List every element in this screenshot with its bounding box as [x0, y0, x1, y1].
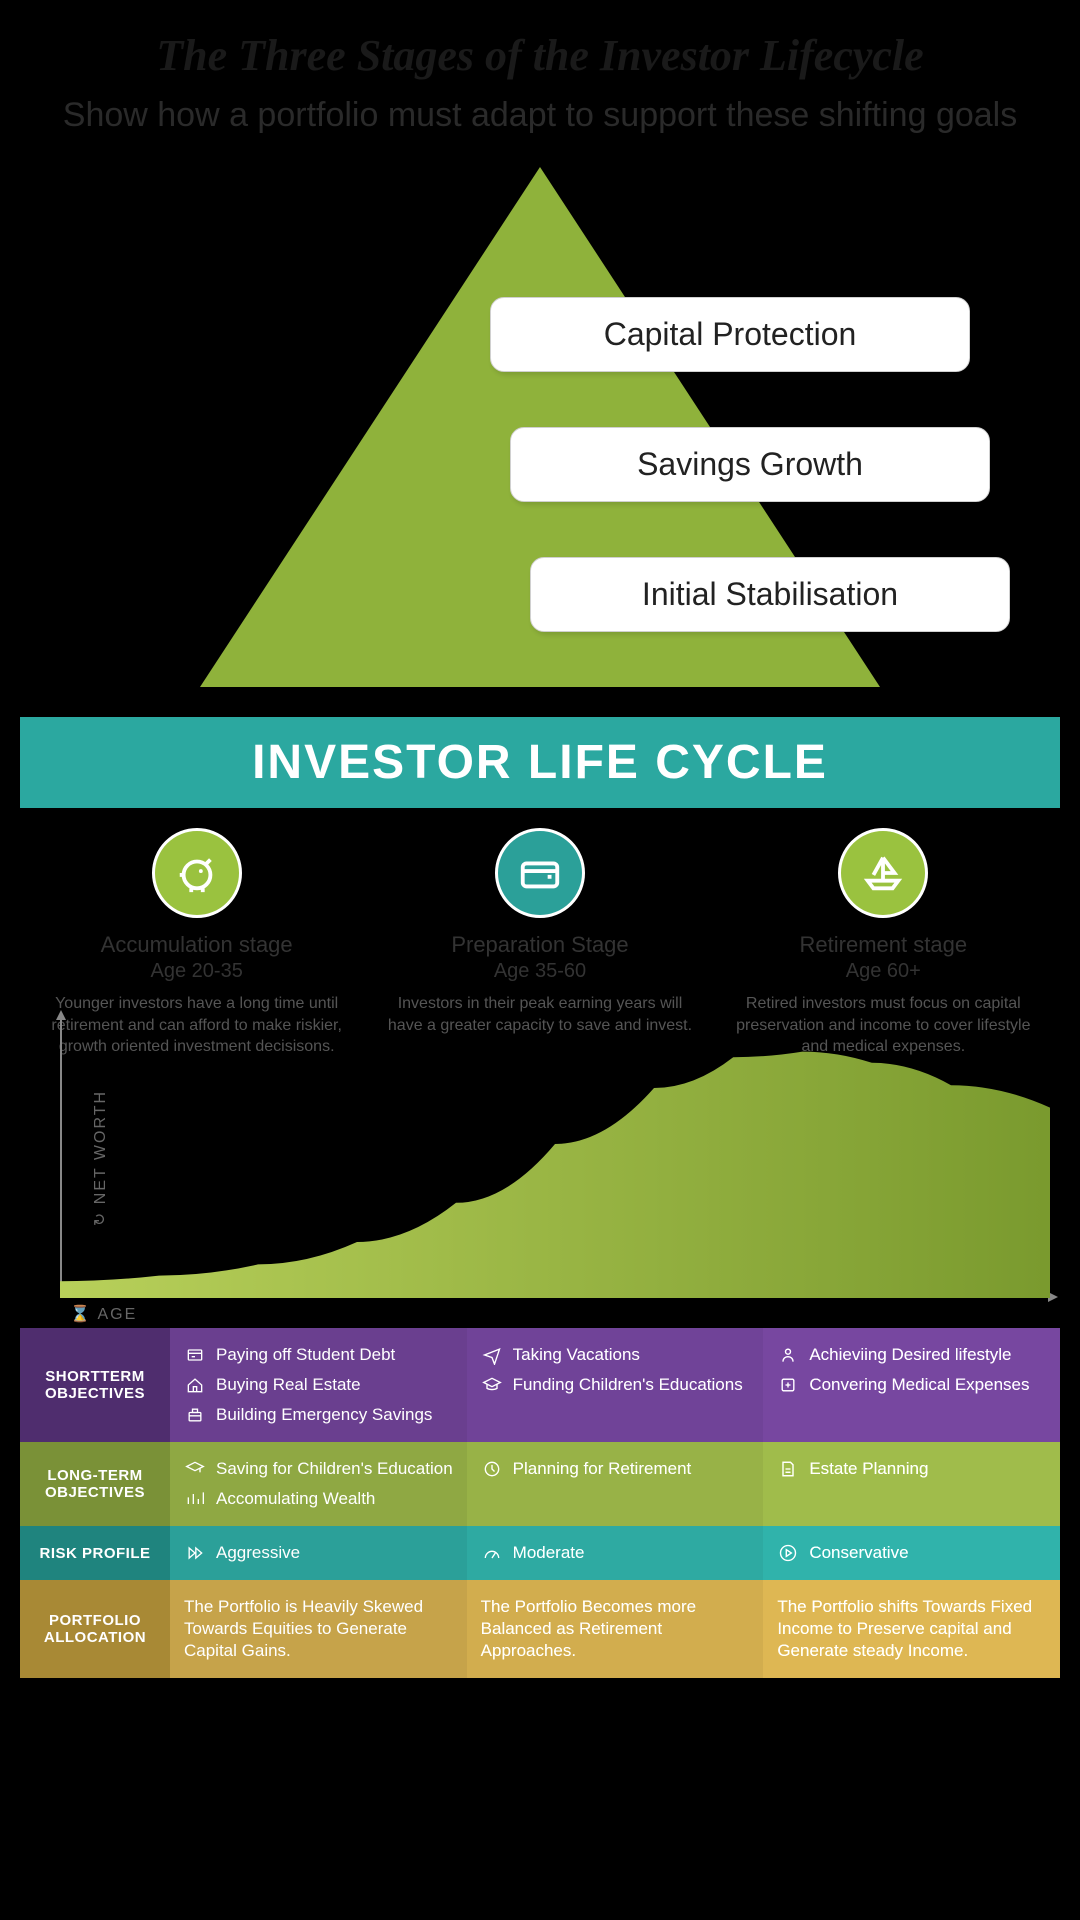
net-worth-chart: ↻ NET WORTH ⌛ AGE	[60, 1018, 1050, 1298]
cell-short-1: Taking Vacations Funding Children's Educa…	[467, 1328, 764, 1442]
x-axis-label: ⌛ AGE	[70, 1304, 137, 1324]
table-row-risk: RISK PROFILE Aggressive Moderate Conservati…	[20, 1526, 1060, 1580]
stage-age: Age 60+	[727, 960, 1040, 983]
cell-alloc-2: The Portfolio shifts Towards Fixed Incom…	[763, 1580, 1060, 1678]
stage-age: Age 35-60	[383, 960, 696, 983]
list-item: Planning for Retirement	[481, 1458, 750, 1480]
list-item: Paying off Student Debt	[184, 1344, 453, 1366]
education-fund-icon	[481, 1374, 503, 1396]
table-row-long: LONG-TERM OBJECTIVESSaving for Children'…	[20, 1442, 1060, 1526]
cell-text: Aggressive	[216, 1543, 300, 1563]
table-row-alloc: PORTFOLIO ALLOCATIONThe Portfolio is Hea…	[20, 1580, 1060, 1678]
table-row-short: SHORTTERM OBJECTIVESPaying off Student D…	[20, 1328, 1060, 1442]
item-text: Accomulating Wealth	[216, 1488, 375, 1509]
cell-long-1: Planning for Retirement	[467, 1442, 764, 1526]
alloc-text: The Portfolio is Heavily Skewed Towards …	[184, 1596, 453, 1662]
list-item: Estate Planning	[777, 1458, 1046, 1480]
list-item: Convering Medical Expenses	[777, 1374, 1046, 1396]
estate-icon	[777, 1458, 799, 1480]
alloc-text: The Portfolio shifts Towards Fixed Incom…	[777, 1596, 1046, 1662]
cell-alloc-1: The Portfolio Becomes more Balanced as R…	[467, 1580, 764, 1678]
alloc-text: The Portfolio Becomes more Balanced as R…	[481, 1596, 750, 1662]
wallet-icon	[495, 828, 585, 918]
list-item: Building Emergency Savings	[184, 1404, 453, 1426]
page-title: The Three Stages of the Investor Lifecyc…	[40, 30, 1040, 81]
pyramid-label-1: Savings Growth	[510, 427, 990, 502]
debt-icon	[184, 1344, 206, 1366]
cell-long-0: Saving for Children's Education Accomulat…	[170, 1442, 467, 1526]
cell-risk-0: Aggressive	[170, 1526, 467, 1580]
cell-long-2: Estate Planning	[763, 1442, 1060, 1526]
cell-text: Conservative	[809, 1543, 908, 1563]
cell-short-2: Achieviing Desired lifestyle Convering Me…	[763, 1328, 1060, 1442]
list-item: Taking Vacations	[481, 1344, 750, 1366]
medical-icon	[777, 1374, 799, 1396]
savings-icon	[184, 1404, 206, 1426]
list-item: Accomulating Wealth	[184, 1488, 453, 1510]
stage-name: Preparation Stage	[383, 932, 696, 958]
plane-icon	[481, 1344, 503, 1366]
row-header-short: SHORTTERM OBJECTIVES	[20, 1328, 170, 1442]
item-text: Estate Planning	[809, 1458, 928, 1479]
wealth-icon	[184, 1488, 206, 1510]
page-subtitle: Show how a portfolio must adapt to suppo…	[40, 93, 1040, 137]
retire-plan-icon	[481, 1458, 503, 1480]
fast-forward-icon	[184, 1542, 206, 1564]
stage-name: Retirement stage	[727, 932, 1040, 958]
objectives-table: SHORTTERM OBJECTIVESPaying off Student D…	[20, 1328, 1060, 1678]
lifecycle-stages: Accumulation stageAge 20-35Younger inves…	[0, 808, 1080, 1328]
home-icon	[184, 1374, 206, 1396]
stage-age: Age 20-35	[40, 960, 353, 983]
gauge-icon	[481, 1542, 503, 1564]
cell-risk-2: Conservative	[763, 1526, 1060, 1580]
item-text: Building Emergency Savings	[216, 1404, 432, 1425]
cell-risk-1: Moderate	[467, 1526, 764, 1580]
row-header-long: LONG-TERM OBJECTIVES	[20, 1442, 170, 1526]
pyramid-label-0: Capital Protection	[490, 297, 970, 372]
item-text: Planning for Retirement	[513, 1458, 692, 1479]
cell-alloc-0: The Portfolio is Heavily Skewed Towards …	[170, 1580, 467, 1678]
item-text: Taking Vacations	[513, 1344, 640, 1365]
item-text: Buying Real Estate	[216, 1374, 361, 1395]
sailboat-icon	[838, 828, 928, 918]
piggy-bank-icon	[152, 828, 242, 918]
pyramid-label-2: Initial Stabilisation	[530, 557, 1010, 632]
list-item: Achieviing Desired lifestyle	[777, 1344, 1046, 1366]
item-text: Funding Children's Educations	[513, 1374, 743, 1395]
pyramid-diagram: Capital Protection Savings Growth Initial …	[0, 147, 1080, 707]
row-header-alloc: PORTFOLIO ALLOCATION	[20, 1580, 170, 1678]
cell-text: Moderate	[513, 1543, 585, 1563]
item-text: Convering Medical Expenses	[809, 1374, 1029, 1395]
row-header-risk: RISK PROFILE	[20, 1526, 170, 1580]
item-text: Paying off Student Debt	[216, 1344, 395, 1365]
lifestyle-icon	[777, 1344, 799, 1366]
item-text: Saving for Children's Education	[216, 1458, 453, 1479]
net-worth-curve	[60, 1018, 1050, 1298]
list-item: Funding Children's Educations	[481, 1374, 750, 1396]
lifecycle-banner: INVESTOR LIFE CYCLE	[20, 717, 1060, 808]
grad-icon	[184, 1458, 206, 1480]
header: The Three Stages of the Investor Lifecyc…	[0, 0, 1080, 147]
list-item: Buying Real Estate	[184, 1374, 453, 1396]
list-item: Saving for Children's Education	[184, 1458, 453, 1480]
item-text: Achieviing Desired lifestyle	[809, 1344, 1011, 1365]
play-circle-icon	[777, 1542, 799, 1564]
cell-short-0: Paying off Student Debt Buying Real Estat…	[170, 1328, 467, 1442]
stage-name: Accumulation stage	[40, 932, 353, 958]
